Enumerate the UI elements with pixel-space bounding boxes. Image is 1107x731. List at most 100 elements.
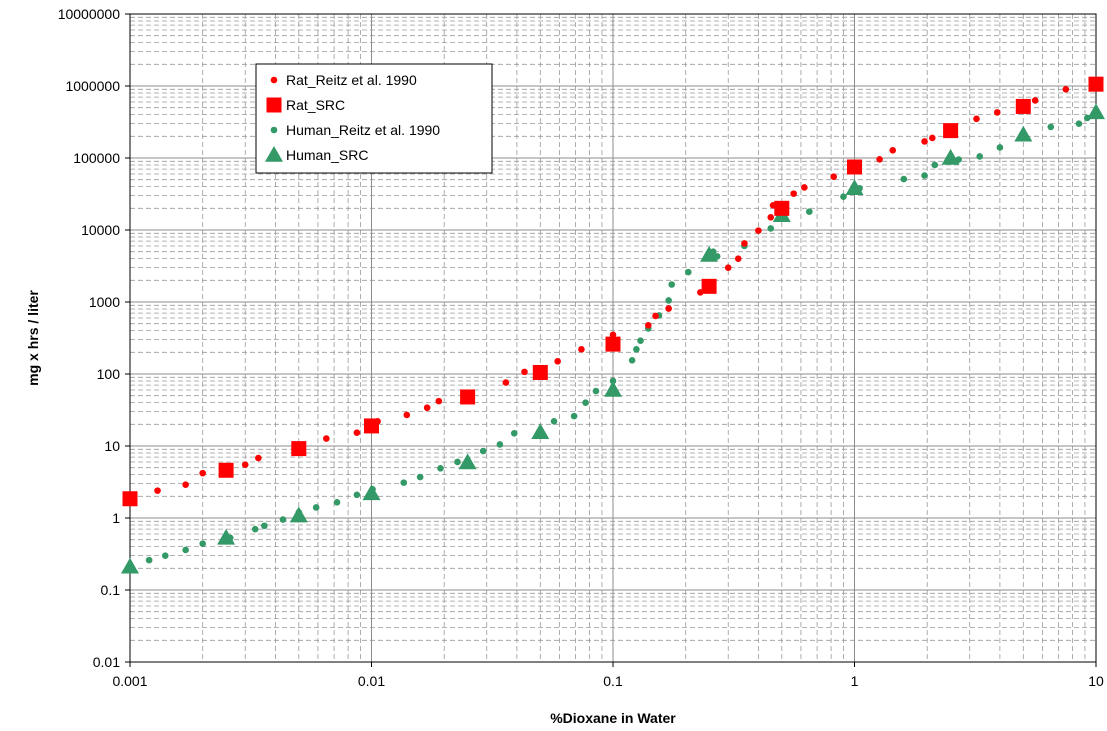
data-point [1047, 123, 1055, 131]
data-point [364, 418, 379, 434]
data-point [941, 149, 960, 165]
data-point [362, 484, 381, 501]
data-point [532, 364, 548, 380]
data-point [604, 380, 622, 397]
data-point [609, 331, 617, 339]
data-point [154, 487, 161, 494]
data-point [554, 358, 561, 365]
data-point [255, 454, 262, 462]
data-point [931, 161, 939, 169]
x-axis-title: %Dioxane in Water [550, 710, 676, 726]
data-point [993, 109, 1001, 116]
legend: Rat_Reitz et al. 1990 Rat_SRC Human_Reitz … [255, 63, 493, 174]
data-point [400, 479, 408, 486]
data-point [479, 447, 487, 455]
data-point [741, 240, 748, 247]
data-point [876, 155, 883, 163]
data-point [929, 134, 936, 142]
data-point [251, 525, 259, 533]
data-point [122, 491, 138, 507]
data-point [521, 368, 528, 376]
y-tick-label: 100000 [73, 150, 120, 166]
x-tick-label: 10 [1088, 673, 1104, 689]
legend-label: Human_SRC [286, 147, 368, 163]
y-tick-label: 0.01 [93, 654, 120, 670]
data-point [218, 462, 234, 478]
data-point [1015, 98, 1031, 114]
x-tick-label: 0.01 [358, 673, 385, 689]
y-axis-title: mg x hrs / liter [25, 290, 41, 386]
data-point [665, 305, 672, 312]
data-point [289, 506, 308, 523]
x-tick-label: 0.001 [112, 673, 147, 689]
y-tick-label: 1000 [89, 294, 120, 310]
legend-marker [265, 146, 283, 162]
series-rat-src [122, 76, 1104, 507]
data-point [628, 356, 636, 364]
data-point [847, 159, 862, 175]
data-point [830, 173, 837, 180]
data-point [550, 418, 558, 425]
data-point [261, 522, 268, 530]
data-point [734, 255, 742, 262]
data-point [403, 411, 411, 419]
x-tick-label: 0.1 [603, 673, 623, 689]
data-point [502, 379, 510, 386]
data-point [801, 184, 808, 191]
data-point [996, 144, 1004, 151]
data-point [684, 268, 692, 276]
data-point [840, 193, 847, 201]
data-point [458, 453, 477, 470]
legend-label: Rat_SRC [286, 97, 345, 113]
data-point [121, 557, 139, 574]
data-point [900, 175, 908, 183]
data-point [1075, 120, 1083, 127]
data-point [943, 123, 959, 139]
data-point [416, 473, 424, 481]
data-point [161, 552, 169, 559]
data-point [241, 461, 249, 468]
legend-label: Rat_Reitz et al. 1990 [286, 72, 417, 88]
data-point [496, 441, 504, 448]
data-point [353, 491, 361, 499]
data-point [921, 172, 928, 179]
data-point [582, 399, 589, 406]
data-point [423, 404, 431, 412]
data-point [889, 146, 897, 154]
axis-ticks: 0.001 0.01 0.1 1 10 0.01 0.1 1 10 100 1000 10000 100… [58, 6, 1104, 689]
y-tick-label: 0.1 [101, 582, 121, 598]
series-rat-reitz-et-al-1990 [126, 81, 1100, 502]
data-point [774, 200, 790, 216]
y-tick-label: 10000000 [58, 6, 121, 22]
data-point [806, 208, 813, 215]
data-point [460, 389, 476, 405]
legend-marker [266, 97, 282, 113]
data-point [973, 115, 980, 123]
data-point [633, 346, 640, 353]
series-layer [121, 76, 1105, 574]
data-point [454, 458, 461, 466]
data-point [145, 556, 153, 564]
data-point [668, 281, 675, 288]
data-point [755, 227, 762, 234]
data-point [1088, 76, 1104, 92]
legend-box [255, 63, 493, 174]
data-point [605, 336, 621, 352]
grid-lines [129, 13, 1097, 663]
data-point [217, 528, 236, 545]
x-tick-label: 1 [851, 673, 859, 689]
data-point [1031, 97, 1039, 104]
data-point [592, 387, 600, 395]
data-point [1014, 125, 1033, 142]
data-point [976, 153, 984, 160]
data-point [199, 469, 206, 477]
data-point [323, 435, 330, 442]
data-point [1062, 85, 1070, 93]
data-point [510, 430, 518, 437]
data-point [182, 546, 189, 554]
data-point [921, 138, 928, 145]
data-point [437, 465, 444, 472]
data-point [845, 179, 864, 196]
y-tick-label: 1 [112, 510, 120, 526]
